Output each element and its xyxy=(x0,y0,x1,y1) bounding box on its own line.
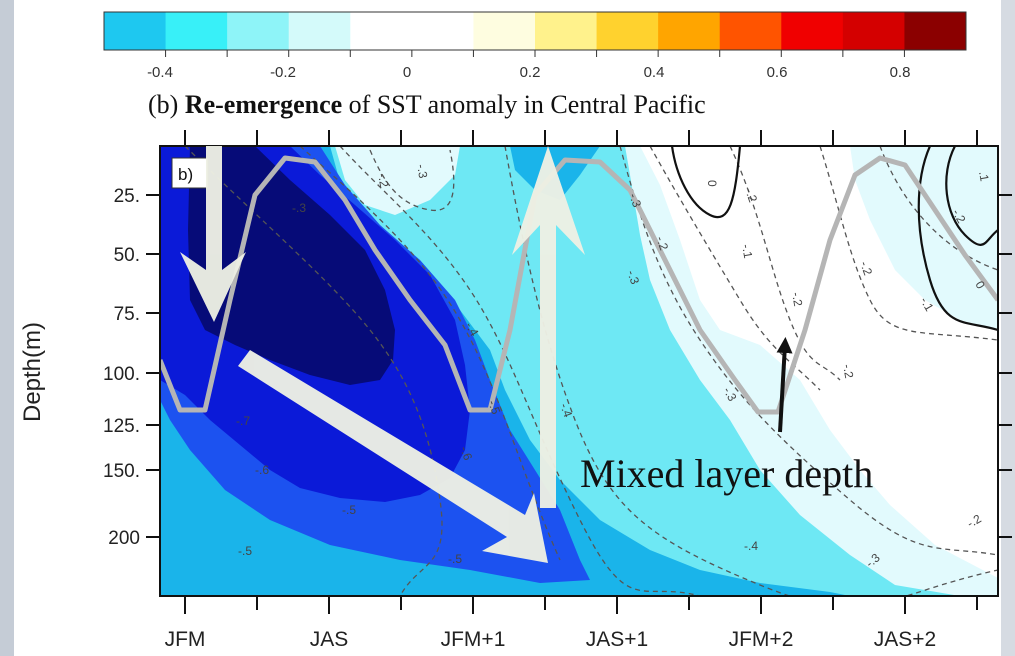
left-border-strip xyxy=(0,0,14,656)
title-bold: Re-emergence xyxy=(185,90,342,119)
contour-label: -.5 xyxy=(485,398,503,416)
y-tick-label: 125. xyxy=(103,416,140,437)
region-faint-east xyxy=(850,146,998,330)
contour-label: -.2 xyxy=(789,291,805,308)
contour-label: -.3 xyxy=(292,201,306,215)
panel-label: b) xyxy=(178,165,193,184)
mixed-layer-depth-line xyxy=(160,155,998,415)
contour-label: -.2 xyxy=(653,234,671,252)
diagonal-arrow xyxy=(238,350,548,563)
x-tick-label: JAS xyxy=(310,628,349,651)
y-tick-label: 25. xyxy=(114,186,140,207)
y-tick-label: 100. xyxy=(103,364,140,385)
x-tick-label: JFM+1 xyxy=(441,628,506,651)
colorbar-swatch xyxy=(535,12,598,50)
colorbar-tick-label: 0.4 xyxy=(644,64,665,81)
contour-label: -.6 xyxy=(255,463,269,477)
contour-plot xyxy=(160,146,998,596)
colorbar-swatch xyxy=(719,12,782,50)
y-tick-marks xyxy=(146,194,1012,538)
contour-label: -.2 xyxy=(742,186,760,204)
colorbar-tick-label: 0.2 xyxy=(520,64,541,81)
colorbar-tick-label: -0.4 xyxy=(147,64,173,81)
contour-label: -.2 xyxy=(949,207,968,226)
contour-label: -.2 xyxy=(840,363,856,380)
y-tick-label: 200 xyxy=(108,528,140,549)
contour-label: -.7 xyxy=(236,414,250,428)
colorbar-swatch xyxy=(411,12,474,50)
contour-label: -.1 xyxy=(739,243,755,260)
plot-frame xyxy=(159,145,999,597)
contour-label: -.3 xyxy=(626,191,644,209)
down-arrow xyxy=(180,146,246,322)
colorbar xyxy=(103,11,967,57)
top-tick-marks xyxy=(184,130,978,146)
y-tick-label: 75. xyxy=(114,304,140,325)
colorbar-swatch xyxy=(842,12,905,50)
region-faint-topleft xyxy=(335,146,460,215)
y-tick-label: 150. xyxy=(103,461,140,482)
colorbar-tick-label: 0.8 xyxy=(890,64,911,81)
colorbar-swatch xyxy=(904,12,967,50)
x-tick-label: JAS+2 xyxy=(874,628,936,651)
colorbar-swatch xyxy=(596,12,659,50)
x-tick-label: JFM xyxy=(165,628,206,651)
y-axis-label: Depth(m) xyxy=(19,322,46,422)
colorbar-tick-label: 0 xyxy=(403,64,411,81)
region-deep xyxy=(188,146,395,385)
contour-label: 0 xyxy=(705,180,719,187)
contour-label: -.4 xyxy=(557,401,575,419)
contour-label: -.2 xyxy=(375,172,391,189)
solid-contours xyxy=(670,146,998,332)
contour-label: -.3 xyxy=(414,163,430,180)
colorbar-tick-label: -0.2 xyxy=(270,64,296,81)
colorbar-swatch xyxy=(165,12,228,50)
colorbar-swatch xyxy=(104,12,167,50)
contour-label: -.3 xyxy=(720,385,739,404)
y-tick-labels: 25. 50. 75. 100. 125. 150. 200 xyxy=(103,186,140,549)
colorbar-tick-labels: -0.4 -0.2 0 0.2 0.4 0.6 0.8 xyxy=(147,64,910,81)
colorbar-swatch xyxy=(288,12,351,50)
mixed-layer-annotation: Mixed layer depth xyxy=(580,451,873,496)
colorbar-border xyxy=(103,11,967,51)
title-prefix: (b) xyxy=(148,90,178,119)
contour-label: -.4 xyxy=(744,539,758,553)
contour-label: -.2 xyxy=(965,511,984,530)
contour-label: -.5 xyxy=(448,552,462,566)
x-tick-marks xyxy=(184,596,978,614)
contour-value-labels: -.3 -.2 -.3 -.4 -.5 -.6 -.7 -.6 -.5 -.5 … xyxy=(236,163,992,570)
contour-label: -.5 xyxy=(238,544,252,558)
colorbar-swatch xyxy=(473,12,536,50)
x-tick-label: JAS+1 xyxy=(586,628,648,651)
chart-title: (b) Re-emergence of SST anomaly in Centr… xyxy=(148,90,706,119)
x-tick-label: JFM+2 xyxy=(729,628,794,651)
colorbar-swatch xyxy=(781,12,844,50)
up-arrow xyxy=(512,146,585,508)
colorbar-swatch xyxy=(350,12,413,50)
title-suffix: of SST anomaly in Central Pacific xyxy=(349,90,706,119)
colorbar-swatch xyxy=(227,12,290,50)
small-black-arrow xyxy=(776,337,793,433)
colorbar-tick-label: 0.6 xyxy=(767,64,788,81)
annotation-arrows xyxy=(180,146,585,563)
colorbar-swatch xyxy=(658,12,721,50)
contour-label: -.1 xyxy=(917,295,936,314)
right-border-strip xyxy=(1001,0,1015,656)
contour-label: .1 xyxy=(976,170,992,183)
contour-label: -.6 xyxy=(457,444,475,462)
contour-label: -.2 xyxy=(857,259,875,277)
contour-label: -.5 xyxy=(342,503,356,517)
contour-label: -.4 xyxy=(462,320,481,339)
x-tick-labels: JFM JAS JFM+1 JAS+1 JFM+2 JAS+2 xyxy=(165,628,937,651)
y-tick-label: 50. xyxy=(114,245,140,266)
contour-label: -.3 xyxy=(624,268,642,286)
